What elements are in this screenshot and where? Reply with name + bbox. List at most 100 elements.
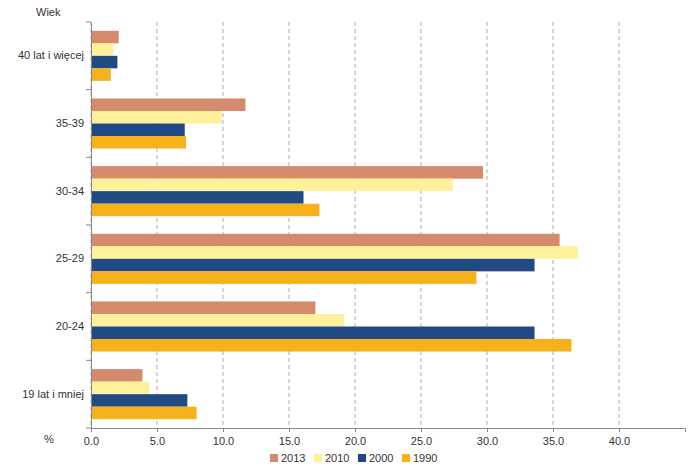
bar (91, 68, 111, 81)
category-label: 25-29 (56, 252, 84, 264)
bar (91, 56, 117, 69)
separator (86, 360, 91, 361)
bar (91, 31, 119, 44)
tick: 40.0 (609, 428, 630, 447)
legend-label: 1990 (413, 452, 437, 464)
bar (91, 166, 483, 179)
tick: 25.0 (411, 428, 432, 447)
tick-label: 20.0 (345, 435, 366, 447)
tick: 19 lat i mniej (22, 388, 84, 400)
x-axis-line (92, 429, 686, 433)
bar (91, 314, 344, 327)
bar (91, 407, 197, 420)
separator (86, 157, 91, 158)
bar (91, 179, 453, 192)
tick-label: 5.0 (150, 435, 165, 447)
bar (91, 204, 319, 217)
tick-label: 10.0 (213, 435, 234, 447)
separator (86, 89, 91, 90)
separator (86, 428, 91, 429)
tick-mark (157, 428, 158, 432)
grid-line (157, 22, 158, 428)
legend-item: 2000 (358, 452, 393, 464)
series (91, 56, 535, 407)
tick-label: 0.0 (84, 435, 99, 447)
category-separators (86, 22, 91, 428)
bar (91, 111, 222, 124)
tick: 20.0 (345, 428, 366, 447)
bar (91, 43, 113, 56)
tick-mark (91, 428, 92, 432)
tick-mark (553, 428, 554, 432)
series (91, 43, 578, 394)
legend-label: 2000 (369, 452, 393, 464)
category-label: 40 lat i więcej (18, 49, 84, 61)
tick: 35-39 (56, 117, 84, 129)
y-axis: 40 lat i więcej 35-39 30-34 25-29 20-24 19 la… (18, 23, 92, 429)
y-axis-line (91, 23, 92, 429)
separator (86, 292, 91, 293)
bar (91, 124, 185, 137)
grid-line (619, 22, 620, 428)
tick: 35.0 (543, 428, 564, 447)
grid-line (553, 22, 554, 428)
grid-line (487, 22, 488, 428)
bar (91, 234, 560, 247)
bars (91, 31, 578, 419)
x-axis-title: % (44, 433, 54, 445)
chart: 0.0 5.0 10.0 15.0 20.0 25.0 30.0 35.0 40.0 40 lat… (0, 0, 700, 474)
bar (91, 339, 571, 352)
tick: 40 lat i więcej (18, 49, 84, 61)
tick: 30-34 (56, 185, 84, 197)
bar (91, 301, 315, 314)
tick-mark (421, 428, 422, 432)
tick: 5.0 (150, 428, 165, 447)
category-label: 30-34 (56, 185, 84, 197)
bar (91, 98, 245, 111)
legend-item: 2013 (270, 452, 305, 464)
y-axis-title: Wiek (36, 6, 61, 18)
grid-line (223, 22, 224, 428)
tick-label: 15.0 (279, 435, 300, 447)
tick-mark (355, 428, 356, 432)
tick-mark (223, 428, 224, 432)
separator (86, 22, 91, 23)
grid (91, 22, 619, 428)
tick: 10.0 (213, 428, 234, 447)
bar (91, 327, 535, 340)
bar (91, 246, 578, 259)
category-label: 19 lat i mniej (22, 388, 84, 400)
tick-label: 30.0 (477, 435, 498, 447)
legend-label: 2013 (281, 452, 305, 464)
bar (91, 136, 186, 149)
legend-swatch (270, 454, 278, 462)
legend-swatch (358, 454, 366, 462)
bar (91, 382, 149, 395)
grid-line (355, 22, 356, 428)
tick-mark (289, 428, 290, 432)
bar (91, 271, 476, 284)
tick-mark (619, 428, 620, 432)
category-label: 35-39 (56, 117, 84, 129)
tick: 20-24 (56, 320, 84, 332)
bar (91, 191, 304, 204)
legend: 2013 2010 2000 1990 (270, 452, 437, 464)
tick-label: 40.0 (609, 435, 630, 447)
series (91, 31, 560, 382)
plot: 0.0 5.0 10.0 15.0 20.0 25.0 30.0 35.0 40.0 40 lat… (18, 22, 686, 447)
tick: 0.0 (84, 428, 99, 447)
tick: 15.0 (279, 428, 300, 447)
tick-label: 35.0 (543, 435, 564, 447)
bar (91, 369, 142, 382)
legend-swatch (314, 454, 322, 462)
bar (91, 394, 187, 407)
tick: 25-29 (56, 252, 84, 264)
category-label: 20-24 (56, 320, 84, 332)
tick: 30.0 (477, 428, 498, 447)
separator (86, 225, 91, 226)
legend-label: 2010 (325, 452, 349, 464)
bar (91, 259, 535, 272)
legend-item: 1990 (402, 452, 437, 464)
grid-line (421, 22, 422, 428)
grid-line (289, 22, 290, 428)
